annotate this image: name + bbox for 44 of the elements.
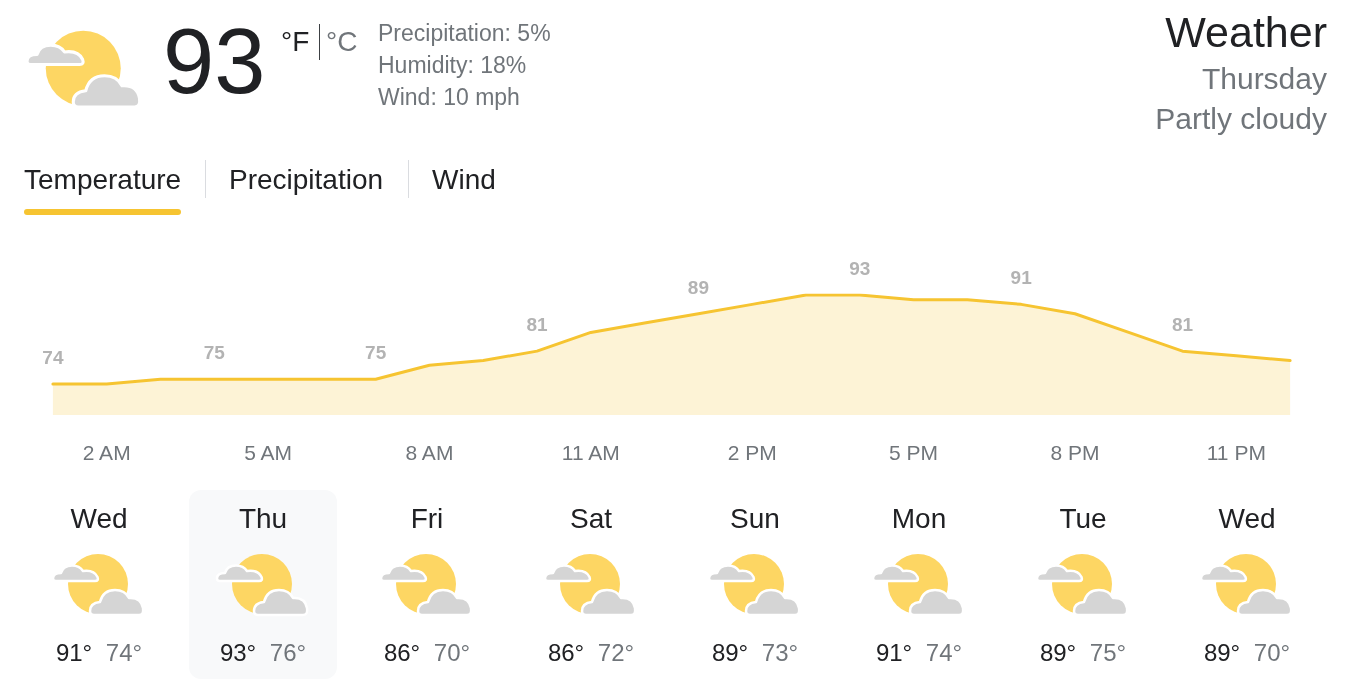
text: Weather bbox=[1165, 7, 1327, 59]
x-tick-label: 8 AM bbox=[405, 441, 454, 464]
annotation: 89° 73° bbox=[711, 638, 799, 666]
data-label: 81 bbox=[1171, 314, 1194, 336]
x-tick-label: 2 AM bbox=[82, 441, 131, 464]
data-label: 75 bbox=[365, 342, 387, 364]
text: Precipitation: 5% bbox=[378, 20, 551, 48]
x-tick-label: 11 PM bbox=[1206, 441, 1266, 464]
text: 93 bbox=[163, 9, 266, 115]
text: Partly cloudy bbox=[1155, 101, 1327, 137]
text: Precipitation bbox=[229, 163, 384, 197]
x-tick-label: 5 PM bbox=[889, 441, 939, 464]
annotation: 91° 74° bbox=[55, 638, 143, 666]
text: °C bbox=[326, 24, 358, 59]
data-label: 91 bbox=[1010, 267, 1033, 289]
annotation: 86° 70° bbox=[383, 638, 471, 666]
category-label: Mon bbox=[891, 502, 947, 536]
x-tick-label: 5 AM bbox=[244, 441, 292, 464]
annotation: 89° 70° bbox=[1203, 638, 1291, 666]
x-tick-label: 11 AM bbox=[561, 441, 620, 464]
annotation: 91° 74° bbox=[875, 638, 963, 666]
x-tick-label: 2 PM bbox=[727, 441, 777, 464]
data-label: 74 bbox=[42, 346, 64, 368]
annotation: 89° 75° bbox=[1039, 638, 1127, 666]
category-label: Wed bbox=[70, 502, 128, 536]
text: Humidity: 18% bbox=[378, 52, 527, 80]
category-label: Tue bbox=[1059, 502, 1107, 536]
text: Wind: 10 mph bbox=[378, 84, 520, 112]
category-label: Sun bbox=[730, 502, 780, 536]
text: °F bbox=[281, 24, 310, 59]
category-label: Wed bbox=[1218, 502, 1276, 536]
data-label: 93 bbox=[849, 258, 871, 279]
text: Temperature bbox=[24, 163, 182, 197]
category-label: Thu bbox=[238, 502, 288, 536]
text: Wind bbox=[432, 163, 496, 197]
data-label: 75 bbox=[203, 342, 226, 364]
category-label: Fri bbox=[410, 502, 444, 536]
data-label: 89 bbox=[687, 276, 709, 298]
category-label: Sat bbox=[569, 502, 613, 536]
annotation: 86° 72° bbox=[547, 638, 635, 666]
data-label: 81 bbox=[526, 314, 549, 336]
annotation: 93° 76° bbox=[219, 638, 307, 666]
x-tick-label: 8 PM bbox=[1050, 441, 1100, 464]
text: Thursday bbox=[1201, 61, 1327, 97]
